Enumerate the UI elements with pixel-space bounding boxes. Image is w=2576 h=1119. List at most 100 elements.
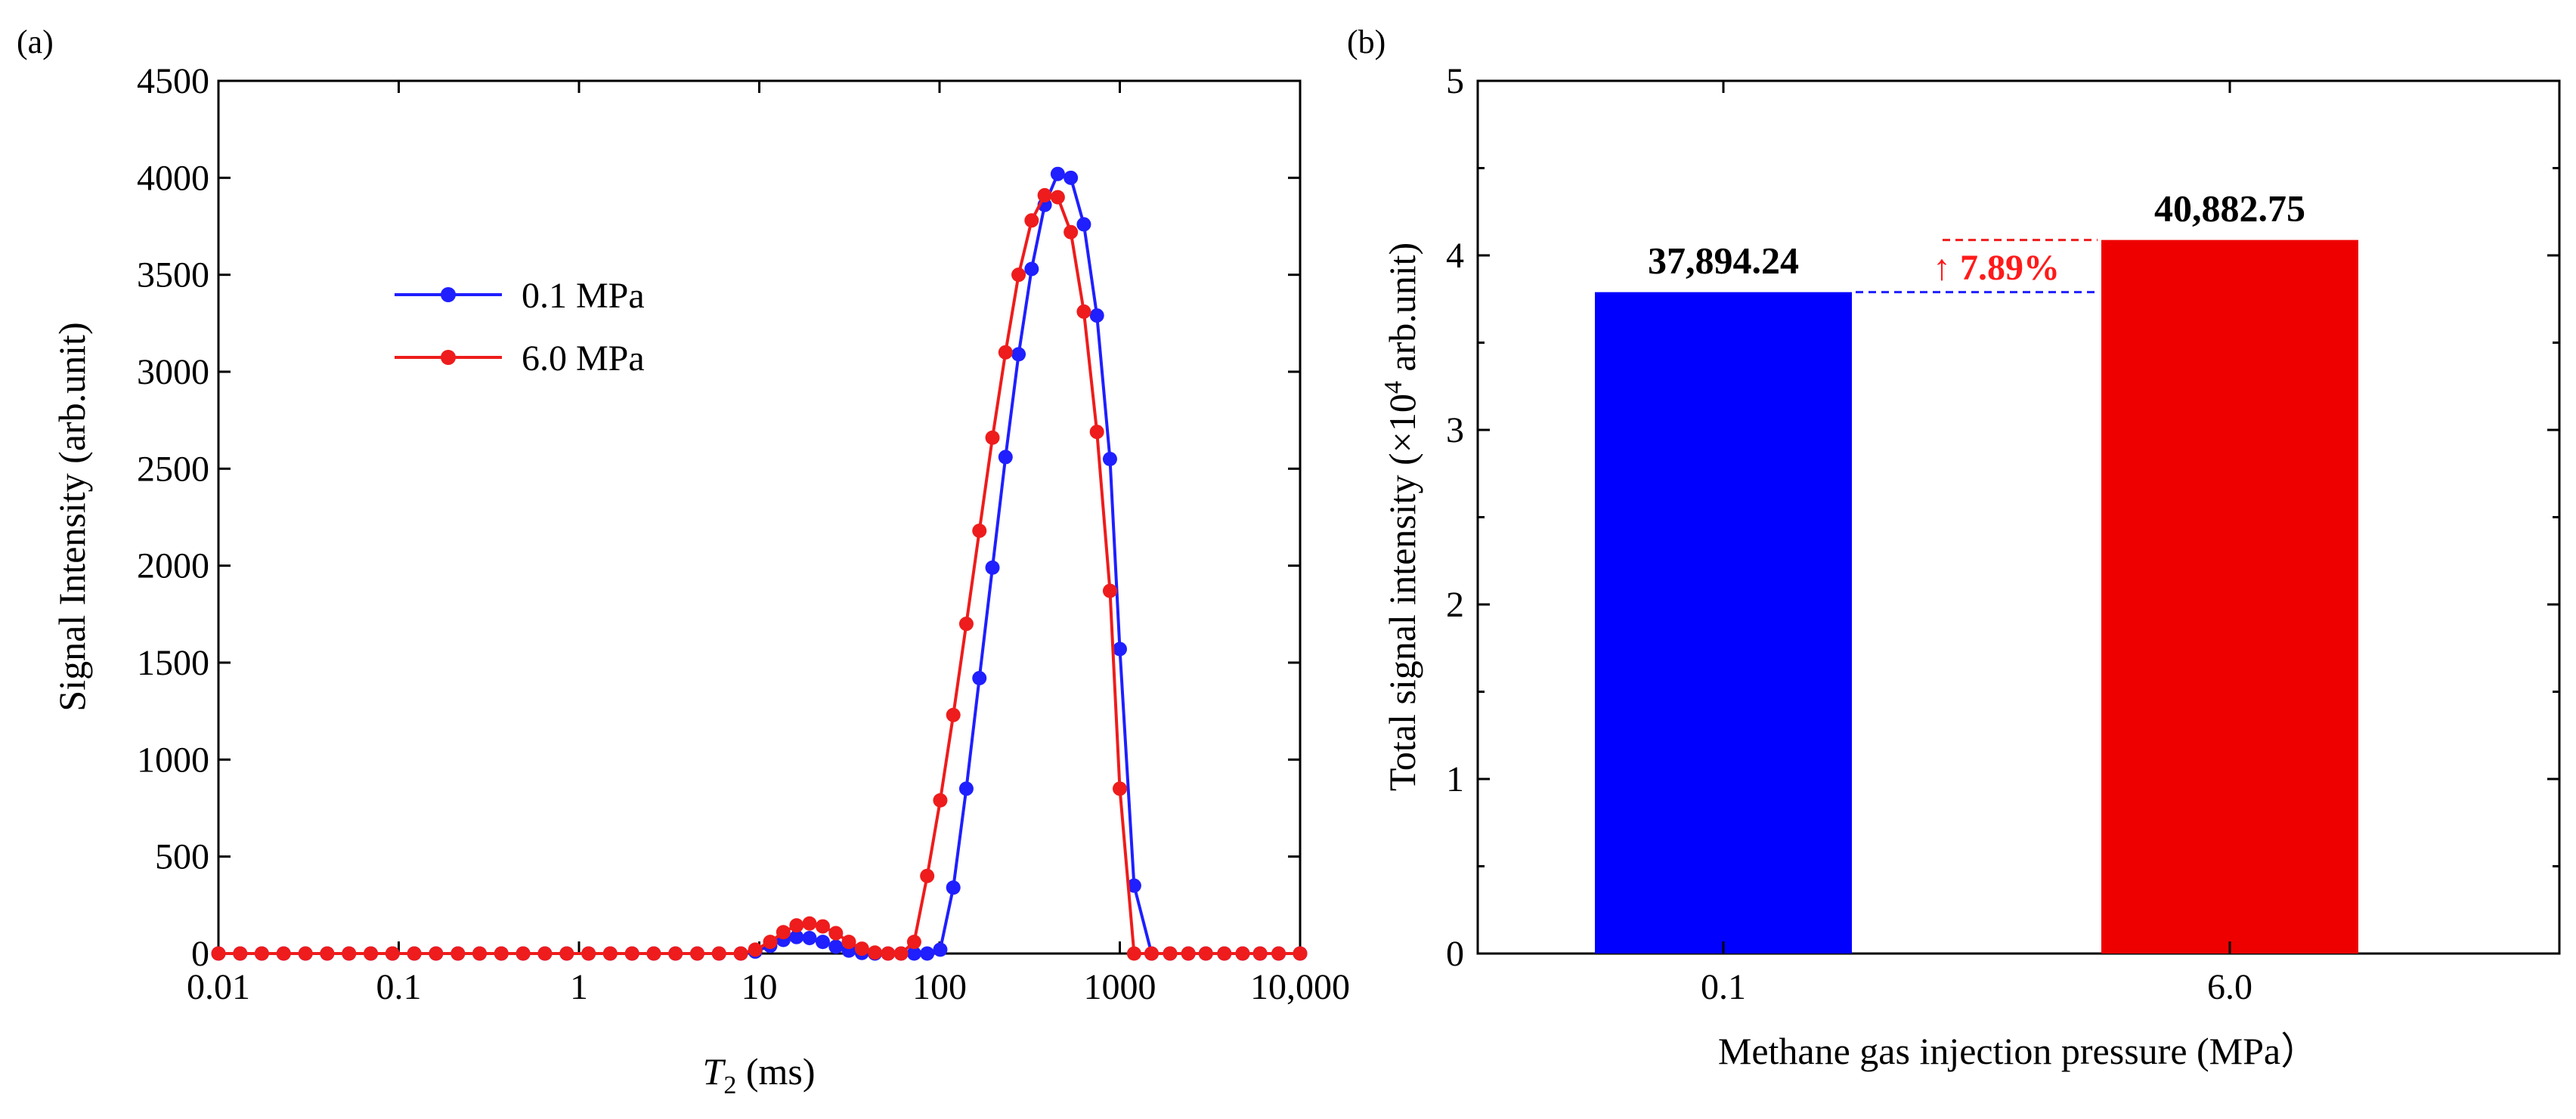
- data-point: [1024, 261, 1039, 277]
- data-point: [1217, 946, 1232, 961]
- data-point: [867, 945, 882, 960]
- y-tick-label: 1000: [137, 740, 209, 780]
- data-point: [624, 946, 639, 961]
- data-point: [1076, 304, 1091, 319]
- data-point: [711, 946, 726, 961]
- data-point: [906, 935, 921, 950]
- data-point: [450, 946, 466, 961]
- panel-a-legend: 0.1 MPa 6.0 MPa: [395, 276, 645, 379]
- data-point: [1050, 166, 1065, 181]
- data-point: [972, 671, 987, 686]
- bar-value-label: 40,882.75: [2154, 187, 2305, 230]
- data-point: [998, 345, 1013, 360]
- data-point: [972, 523, 987, 538]
- data-point: [276, 946, 291, 961]
- x-tick-label: 1000: [1084, 967, 1156, 1007]
- data-point: [211, 946, 226, 961]
- data-point: [1113, 641, 1127, 657]
- data-point: [946, 707, 961, 722]
- panel-a-y-axis-title: Signal Intensity (arb.unit): [51, 322, 93, 711]
- data-point: [1011, 267, 1026, 283]
- panel-a: (a) 0 500 1000 1500 2000 2500 3000 3500 4000 4500…: [17, 23, 1350, 1099]
- data-point: [802, 930, 817, 945]
- data-point: [646, 946, 661, 961]
- legend-item-6.0-mpa: 6.0 MPa: [395, 338, 645, 379]
- increase-percentage: 7.89%: [1960, 248, 2060, 288]
- data-point: [854, 941, 869, 957]
- data-point: [668, 946, 683, 961]
- panel-a-frame: [217, 79, 1302, 955]
- data-point: [364, 946, 379, 961]
- data-point: [1126, 878, 1141, 893]
- data-point: [1293, 946, 1308, 961]
- data-point: [494, 946, 509, 961]
- x-tick-label: 0.01: [187, 967, 250, 1007]
- data-point: [342, 946, 357, 961]
- bar-6.0: [2101, 240, 2358, 954]
- x-tick-label: 6.0: [2207, 967, 2252, 1007]
- x-tick-label: 100: [912, 967, 967, 1007]
- data-point: [1198, 946, 1213, 961]
- panel-b-label: (b): [1347, 23, 1386, 60]
- data-point: [1144, 946, 1159, 961]
- panel-b-y-axis: 0 1 2 3 4 5: [1446, 61, 2559, 974]
- data-point: [537, 946, 553, 961]
- data-point: [1102, 583, 1117, 598]
- data-point: [254, 946, 269, 961]
- data-point: [1126, 946, 1141, 961]
- data-point: [1252, 946, 1268, 961]
- y-tick-label: 3: [1446, 410, 1464, 450]
- panel-a-y-axis: 0 500 1000 1500 2000 2500 3000 3500 4000 4500: [137, 61, 1300, 974]
- data-point: [802, 916, 817, 931]
- data-point: [815, 919, 830, 934]
- panel-a-label: (a): [17, 23, 54, 60]
- y-tick-label: 2: [1446, 585, 1464, 625]
- data-point: [958, 781, 974, 796]
- panel-b-x-axis-title: Methane gas injection pressure (MPa）: [1718, 1030, 2318, 1072]
- y-tick-label: 0: [1446, 934, 1464, 974]
- increase-arrow: ↑: [1933, 248, 1951, 288]
- data-point: [320, 946, 335, 961]
- data-point: [893, 946, 909, 961]
- data-point: [516, 946, 531, 961]
- data-point: [1235, 946, 1250, 961]
- panel-b: (b) 0 1 2 3 4 5 37,894.24 40,882.75 0.1 6.0 ↑ 7.…: [1347, 23, 2561, 1072]
- data-point: [1163, 946, 1178, 961]
- data-point: [933, 942, 948, 957]
- data-point: [776, 925, 791, 940]
- x-tick-label: 1: [570, 967, 588, 1007]
- x-tick-label: 0.1: [376, 967, 422, 1007]
- data-point: [385, 946, 400, 961]
- y-tick-label: 3500: [137, 255, 209, 295]
- data-point: [1271, 946, 1286, 961]
- data-point: [1089, 308, 1104, 323]
- data-point: [733, 946, 748, 961]
- panel-a-plot-area: [211, 166, 1308, 961]
- panel-b-bars: 37,894.24 40,882.75: [1595, 187, 2358, 954]
- panel-a-x-axis: 0.01 0.1 1 10 100 1000 10,000: [187, 81, 1350, 1007]
- data-point: [472, 946, 488, 961]
- data-point: [998, 450, 1013, 465]
- data-point: [958, 617, 974, 632]
- data-point: [985, 430, 1000, 445]
- data-point: [748, 942, 763, 957]
- data-point: [689, 946, 704, 961]
- y-tick-label: 2000: [137, 546, 209, 586]
- legend-label-0.1-mpa: 0.1 MPa: [522, 276, 645, 316]
- data-point: [298, 946, 313, 961]
- data-point: [1064, 224, 1079, 240]
- data-point: [841, 935, 856, 950]
- y-tick-label: 4500: [137, 61, 209, 101]
- data-point: [828, 926, 844, 941]
- data-point: [1089, 425, 1104, 440]
- data-point: [1011, 347, 1026, 362]
- bar-0.1: [1595, 292, 1852, 954]
- data-point: [581, 946, 596, 961]
- y-tick-label: 0: [191, 934, 209, 974]
- legend-item-0.1-mpa: 0.1 MPa: [395, 276, 645, 316]
- y-tick-label: 2500: [137, 449, 209, 489]
- data-point: [881, 946, 896, 961]
- data-point: [763, 935, 778, 950]
- series-line-0: [218, 172, 1300, 955]
